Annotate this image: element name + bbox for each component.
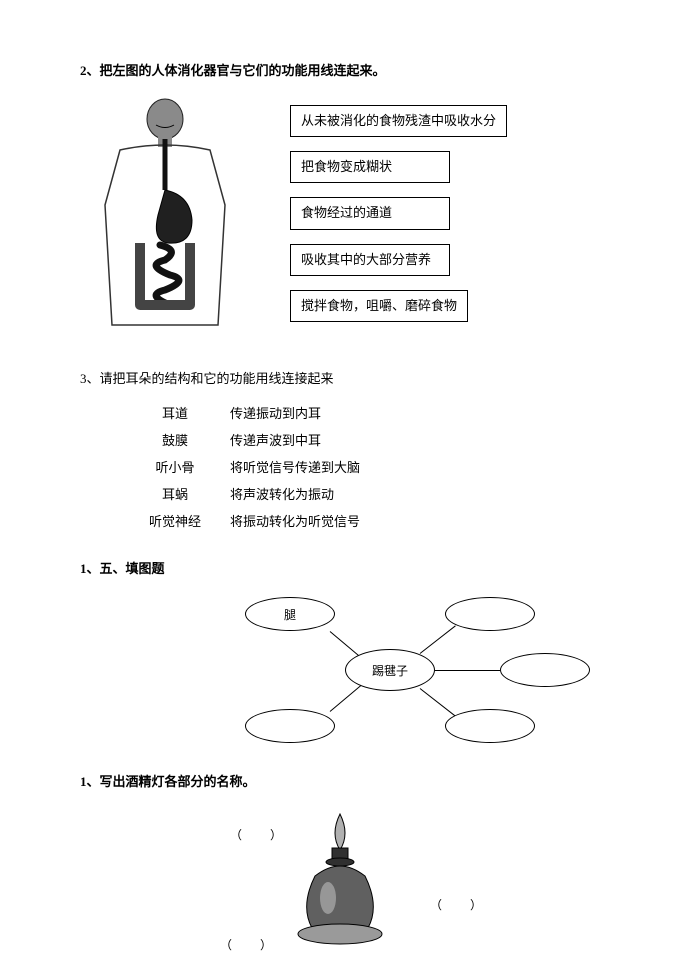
line-tr <box>420 625 456 653</box>
match-row-2: 听小骨 将听觉信号传递到大脑 <box>80 457 610 476</box>
bubble-bl <box>245 709 335 743</box>
fn-box-4: 搅拌食物，咀嚼、磨碎食物 <box>290 290 468 322</box>
q2-row: 从未被消化的食物残渣中吸收水分 把食物变成糊状 食物经过的通道 吸收其中的大部分… <box>80 95 610 340</box>
fill-heading: 1、五、填图题 <box>80 558 610 577</box>
match-left-2: 听小骨 <box>120 457 230 476</box>
alcohol-lamp-section: 1、写出酒精灯各部分的名称。 （ ） （ ） （ ） <box>80 771 610 976</box>
fn-box-2: 食物经过的通道 <box>290 197 450 229</box>
fn-box-0: 从未被消化的食物残渣中吸收水分 <box>290 105 507 137</box>
bubble-tl: 腿 <box>245 597 335 631</box>
match-right-2: 将听觉信号传递到大脑 <box>230 457 610 476</box>
paren-bottom: （ ） <box>220 936 280 953</box>
lamp-area: （ ） （ ） （ ） <box>130 806 550 976</box>
match-left-1: 鼓膜 <box>120 430 230 449</box>
fn-box-3: 吸收其中的大部分营养 <box>290 244 450 276</box>
paren-right: （ ） <box>430 896 490 913</box>
line-br <box>420 688 456 716</box>
question-2: 2、把左图的人体消化器官与它们的功能用线连起来。 <box>80 60 610 340</box>
bubble-map: 腿 踢毽子 <box>180 593 600 743</box>
match-row-1: 鼓膜 传递声波到中耳 <box>80 430 610 449</box>
human-digestive-svg <box>80 95 250 340</box>
digestive-figure <box>80 95 250 340</box>
paren-top: （ ） <box>230 826 290 843</box>
line-bl <box>330 685 361 711</box>
bubble-center: 踢毽子 <box>345 649 435 691</box>
line-tl <box>330 631 361 657</box>
match-right-0: 传递振动到内耳 <box>230 403 610 422</box>
match-right-1: 传递声波到中耳 <box>230 430 610 449</box>
alcohol-lamp-svg <box>280 806 400 956</box>
bubble-tr <box>445 597 535 631</box>
fill-diagram-section: 1、五、填图题 腿 踢毽子 <box>80 558 610 743</box>
question-3: 3、请把耳朵的结构和它的功能用线连接起来 耳道 传递振动到内耳 鼓膜 传递声波到… <box>80 368 610 530</box>
q3-pairs: 耳道 传递振动到内耳 鼓膜 传递声波到中耳 听小骨 将听觉信号传递到大脑 耳蜗 … <box>80 403 610 530</box>
bubble-r <box>500 653 590 687</box>
match-right-4: 将振动转化为听觉信号 <box>230 511 610 530</box>
match-left-0: 耳道 <box>120 403 230 422</box>
line-r <box>435 670 500 671</box>
match-left-4: 听觉神经 <box>120 511 230 530</box>
q2-function-boxes: 从未被消化的食物残渣中吸收水分 把食物变成糊状 食物经过的通道 吸收其中的大部分… <box>290 95 610 322</box>
lamp-title: 1、写出酒精灯各部分的名称。 <box>80 771 610 790</box>
match-left-3: 耳蜗 <box>120 484 230 503</box>
match-row-3: 耳蜗 将声波转化为振动 <box>80 484 610 503</box>
bubble-br <box>445 709 535 743</box>
match-row-4: 听觉神经 将振动转化为听觉信号 <box>80 511 610 530</box>
match-right-3: 将声波转化为振动 <box>230 484 610 503</box>
fn-box-1: 把食物变成糊状 <box>290 151 450 183</box>
q3-title: 3、请把耳朵的结构和它的功能用线连接起来 <box>80 368 610 387</box>
q2-title: 2、把左图的人体消化器官与它们的功能用线连起来。 <box>80 60 610 79</box>
match-row-0: 耳道 传递振动到内耳 <box>80 403 610 422</box>
